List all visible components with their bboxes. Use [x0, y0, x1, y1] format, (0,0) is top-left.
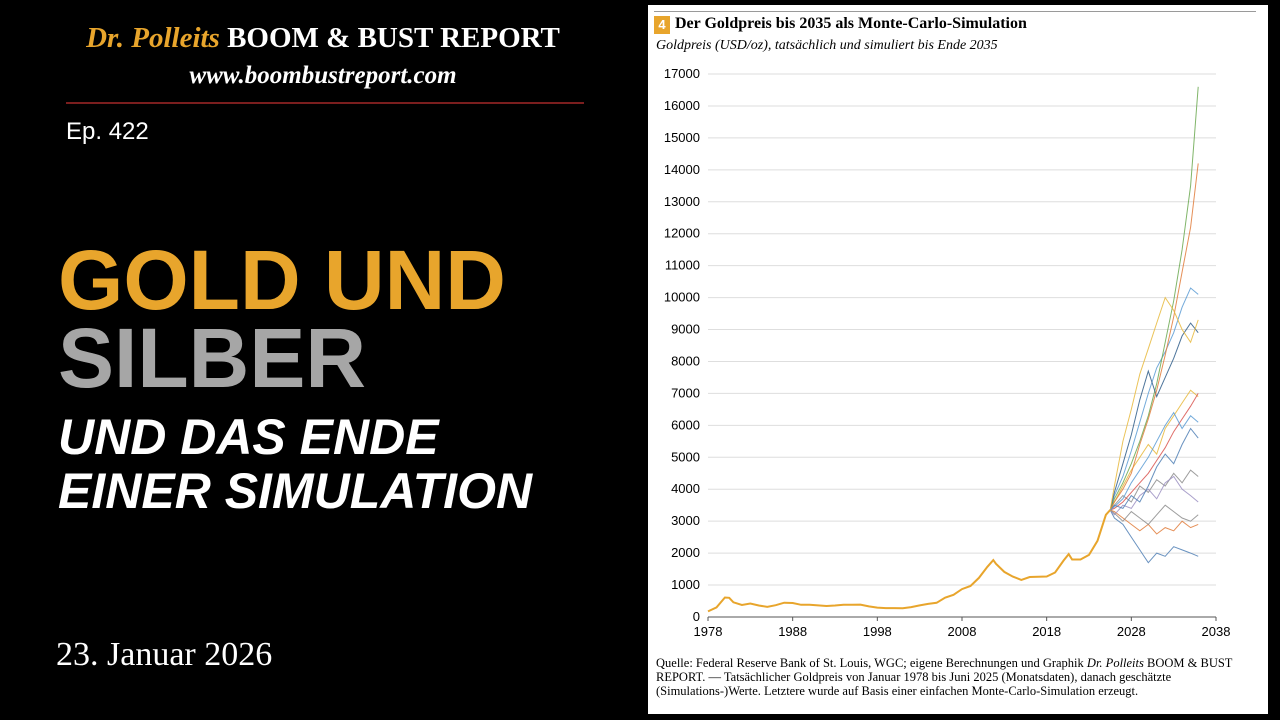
y-tick-label: 11000: [665, 258, 700, 273]
simulation-series-line: [1109, 389, 1199, 511]
headline-silber: SILBER: [58, 311, 367, 405]
simulation-series-line: [1109, 163, 1199, 511]
y-tick-label: 5000: [671, 449, 700, 464]
simulation-series-line: [1109, 509, 1199, 564]
y-tick-label: 14000: [664, 162, 700, 177]
y-tick-label: 15000: [664, 130, 700, 145]
y-tick-label: 1000: [671, 577, 700, 592]
simulation-series-line: [1110, 509, 1199, 535]
subheadline-line-1: UND DAS ENDE: [58, 409, 439, 465]
gold-price-chart-panel: 4 Der Goldpreis bis 2035 als Monte-Carlo…: [648, 5, 1268, 714]
source-text-author: Dr. Polleits: [1086, 656, 1144, 670]
chart-number-badge: 4: [654, 16, 670, 34]
y-tick-label: 13000: [664, 194, 700, 209]
y-tick-label: 17000: [664, 66, 700, 81]
simulation-series-line: [1109, 322, 1199, 511]
brand-report: BOOM & BUST REPORT: [227, 22, 560, 54]
episode-date: 23. Januar 2026: [56, 636, 273, 673]
chart-plot-area: 0 1000 2000 3000 4000 5000 6000 7000 8000 9000 100…: [664, 66, 1231, 639]
subheadline-line-2: EINER SIMULATION: [58, 463, 533, 519]
episode-title-panel: Dr. Polleits BOOM & BUST REPORT www.boom…: [56, 22, 584, 673]
simulation-series-line: [1109, 86, 1199, 511]
y-tick-label: 2000: [671, 545, 700, 560]
simulation-series-line: [1109, 411, 1199, 511]
x-tick-label: 2018: [1032, 624, 1061, 639]
chart-source-note: Quelle: Federal Reserve Bank of St. Loui…: [656, 656, 1260, 698]
x-tick-label: 1988: [778, 624, 807, 639]
y-tick-label: 9000: [671, 322, 700, 337]
simulation-series-line: [1109, 504, 1199, 526]
simulation-series-line: [1109, 469, 1199, 511]
brand-title: Dr. Polleits BOOM & BUST REPORT: [0, 22, 646, 55]
y-tick-label: 6000: [671, 417, 700, 432]
x-tick-label: 2038: [1202, 624, 1231, 639]
simulation-series-line: [1109, 296, 1199, 511]
x-tick-label: 2028: [1117, 624, 1146, 639]
x-tick-label: 1978: [694, 624, 723, 639]
header-divider: [66, 102, 584, 104]
y-tick-label: 0: [693, 609, 700, 624]
y-tick-label: 10000: [664, 290, 700, 305]
simulation-series-line: [1109, 427, 1199, 511]
y-tick-label: 4000: [671, 481, 700, 496]
y-tick-label: 7000: [671, 385, 700, 400]
simulation-series-line: [1110, 393, 1199, 511]
source-text-end: BOOM & BUST REPORT. — Tatsächlicher Gold…: [656, 656, 1233, 698]
y-tick-label: 16000: [664, 98, 700, 113]
y-tick-label: 3000: [671, 513, 700, 528]
brand-doctor: Dr. Polleits: [86, 22, 220, 54]
actual-gold-price-line: [707, 509, 1111, 613]
chart-top-rule: [654, 11, 1256, 12]
source-text-start: Quelle: Federal Reserve Bank of St. Loui…: [656, 656, 1084, 670]
chart-subtitle: Goldpreis (USD/oz), tatsächlich und simu…: [656, 38, 998, 53]
y-tick-label: 12000: [664, 226, 700, 241]
simulation-series-line: [1109, 475, 1199, 516]
x-tick-label: 2008: [948, 624, 977, 639]
y-tick-label: 8000: [671, 353, 700, 368]
headline-gold-und: GOLD UND: [58, 233, 506, 327]
episode-number: Ep. 422: [66, 118, 149, 145]
chart-title: Der Goldpreis bis 2035 als Monte-Carlo-S…: [675, 15, 1027, 32]
x-tick-label: 1998: [863, 624, 892, 639]
website-url: www.boombustreport.com: [189, 62, 457, 89]
simulation-series-line: [1109, 287, 1199, 511]
